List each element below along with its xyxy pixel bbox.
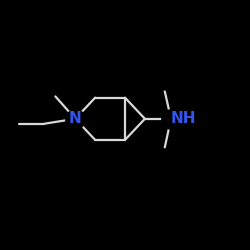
- Text: N: N: [69, 111, 82, 126]
- Text: NH: NH: [171, 111, 196, 126]
